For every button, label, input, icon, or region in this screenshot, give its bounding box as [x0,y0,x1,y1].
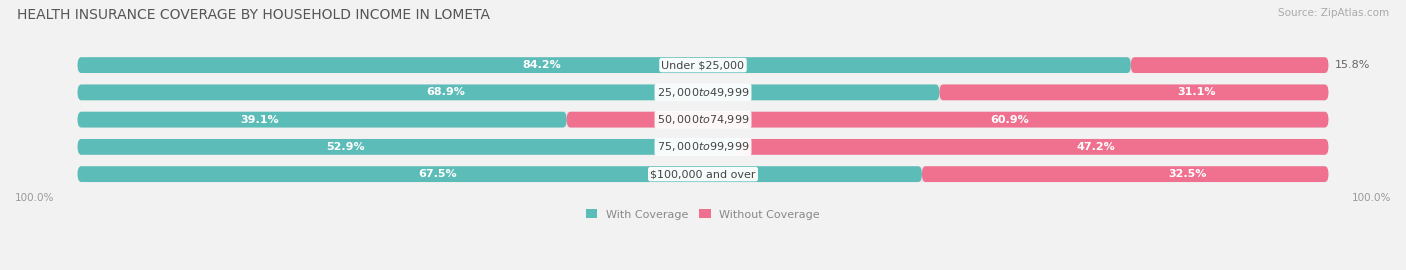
FancyBboxPatch shape [77,139,1329,155]
Text: 60.9%: 60.9% [991,115,1029,125]
Text: HEALTH INSURANCE COVERAGE BY HOUSEHOLD INCOME IN LOMETA: HEALTH INSURANCE COVERAGE BY HOUSEHOLD I… [17,8,489,22]
Text: 68.9%: 68.9% [426,87,465,97]
Text: 47.2%: 47.2% [1077,142,1115,152]
FancyBboxPatch shape [939,85,1329,100]
Text: $25,000 to $49,999: $25,000 to $49,999 [657,86,749,99]
Text: $50,000 to $74,999: $50,000 to $74,999 [657,113,749,126]
FancyBboxPatch shape [77,139,740,155]
Text: 52.9%: 52.9% [326,142,366,152]
Text: 32.5%: 32.5% [1168,169,1206,179]
FancyBboxPatch shape [567,112,1329,127]
Text: 100.0%: 100.0% [15,193,55,203]
FancyBboxPatch shape [77,85,1329,100]
Text: $75,000 to $99,999: $75,000 to $99,999 [657,140,749,153]
Legend: With Coverage, Without Coverage: With Coverage, Without Coverage [586,210,820,220]
Text: 15.8%: 15.8% [1334,60,1369,70]
FancyBboxPatch shape [77,112,567,127]
Text: $100,000 and over: $100,000 and over [650,169,756,179]
FancyBboxPatch shape [922,166,1329,182]
FancyBboxPatch shape [1130,57,1329,73]
FancyBboxPatch shape [77,166,922,182]
Text: Under $25,000: Under $25,000 [661,60,745,70]
Text: Source: ZipAtlas.com: Source: ZipAtlas.com [1278,8,1389,18]
Text: 84.2%: 84.2% [522,60,561,70]
Text: 67.5%: 67.5% [418,169,457,179]
Text: 100.0%: 100.0% [1351,193,1391,203]
FancyBboxPatch shape [77,85,939,100]
FancyBboxPatch shape [77,57,1130,73]
Text: 39.1%: 39.1% [240,115,278,125]
FancyBboxPatch shape [77,112,1329,127]
FancyBboxPatch shape [77,166,1329,182]
Text: 31.1%: 31.1% [1177,87,1216,97]
FancyBboxPatch shape [738,139,1329,155]
FancyBboxPatch shape [77,57,1329,73]
